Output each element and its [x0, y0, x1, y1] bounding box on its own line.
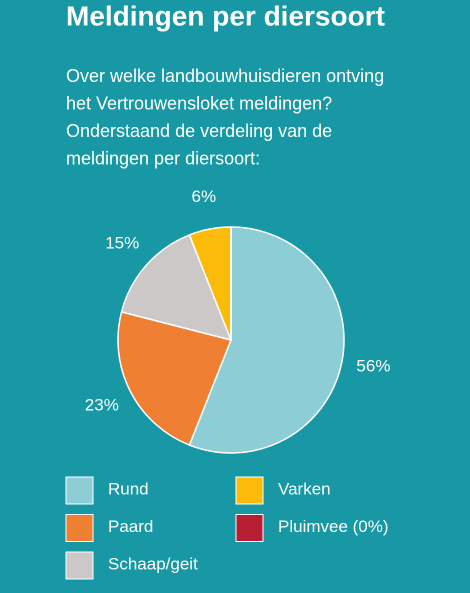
pie-slice — [188, 226, 345, 454]
slice-label: 15% — [105, 234, 139, 253]
slice-label: 56% — [356, 357, 390, 376]
slice-label: 23% — [85, 395, 119, 414]
legend-swatch — [65, 551, 94, 580]
subtitle-line: meldingen per diersoort: — [66, 148, 260, 168]
legend-swatch — [65, 476, 94, 505]
legend-label: Schaap/geit — [108, 554, 198, 573]
slice-label: 6% — [192, 187, 217, 206]
legend-swatch — [65, 514, 94, 542]
pie-slice — [117, 310, 233, 447]
subtitle-line: Onderstaand de verdeling van de — [66, 121, 332, 141]
legend-label: Paard — [108, 517, 153, 536]
legend-label: Rund — [108, 479, 149, 498]
pie-slice — [120, 233, 233, 342]
legend-label: Varken — [278, 479, 331, 498]
legend-swatch — [235, 476, 264, 505]
legend-label: Pluimvee (0%) — [278, 517, 389, 536]
subtitle-line: het Vertrouwensloket meldingen? — [66, 93, 332, 113]
subtitle-line: Over welke landbouwhuisdieren ontving — [66, 66, 384, 86]
chart-title: Meldingen per diersoort — [66, 0, 385, 31]
legend-swatch — [235, 514, 264, 542]
